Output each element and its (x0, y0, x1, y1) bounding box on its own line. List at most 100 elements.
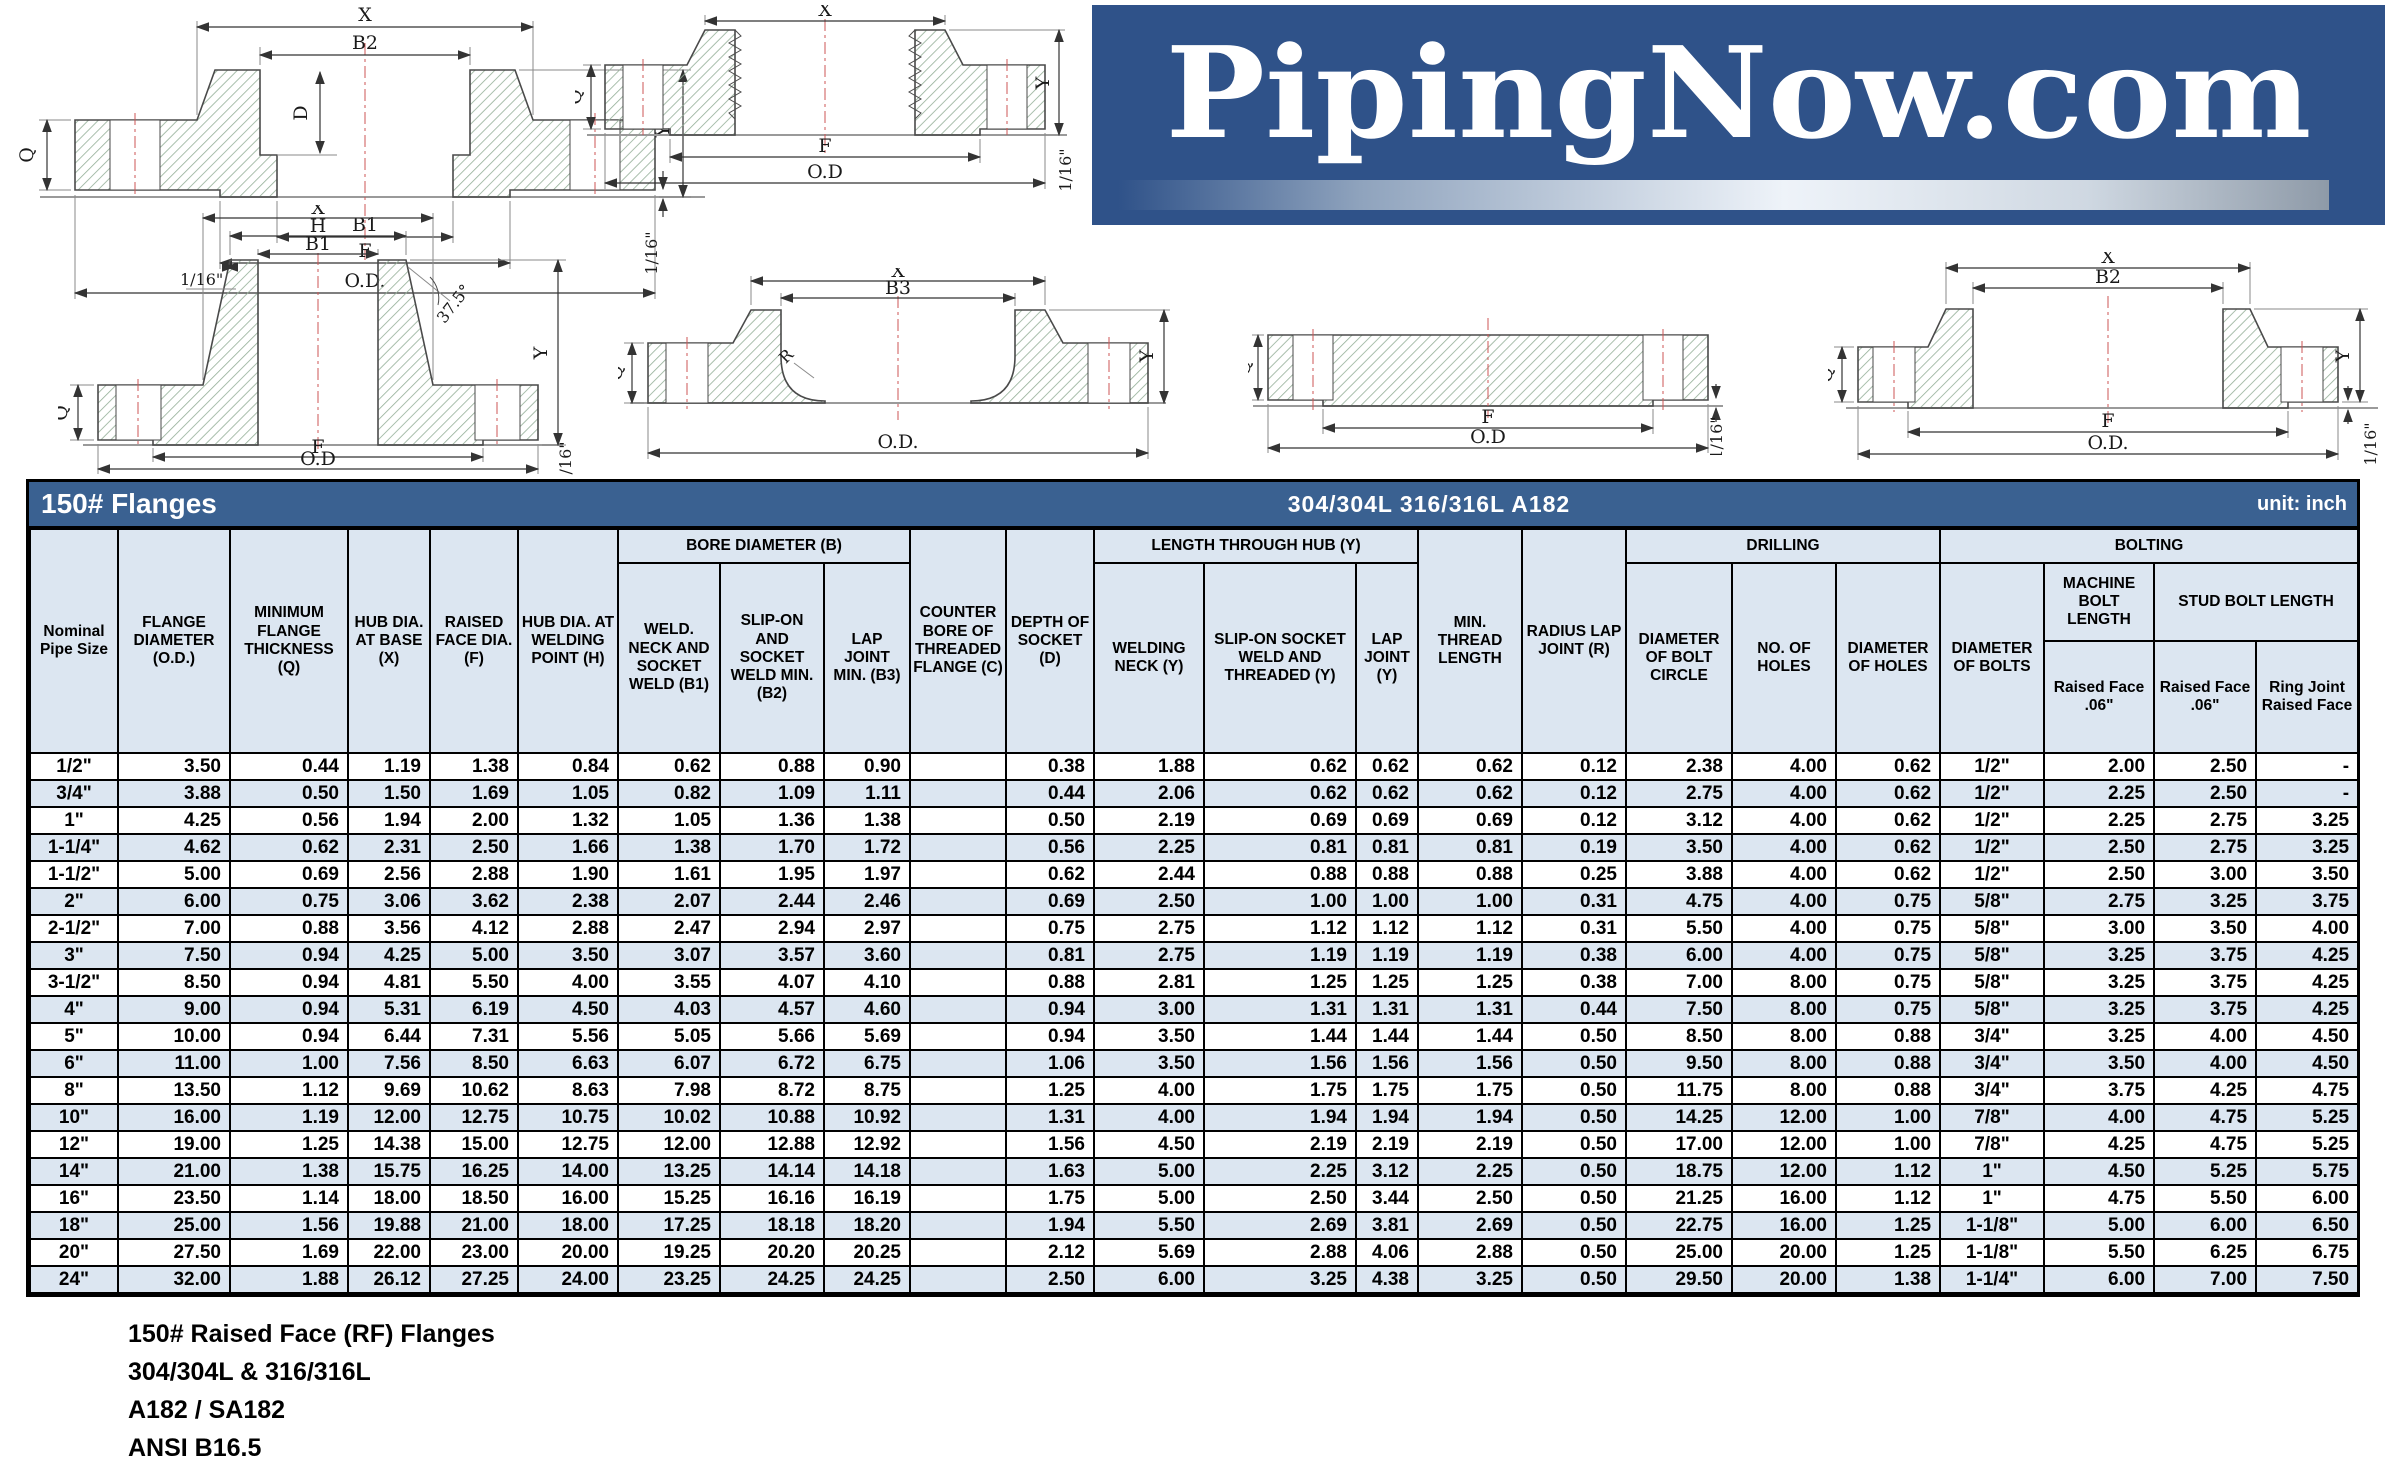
header-group-drilling: DRILLING (1624, 528, 1942, 564)
value-cell: 2.25 (1093, 833, 1205, 862)
value-cell: 2.25 (1203, 1157, 1357, 1186)
value-cell: 2.00 (2043, 752, 2156, 781)
value-cell: 20.25 (823, 1238, 911, 1267)
header-bore-b2: SLIP-ON AND SOCKET WELD MIN. (B2) (719, 562, 825, 754)
value-cell: 2.50 (2153, 779, 2258, 808)
value-cell: 20.00 (517, 1238, 619, 1267)
value-cell: 1.97 (823, 860, 911, 889)
value-cell: 0.62 (1834, 806, 1942, 835)
value-cell: - (2255, 752, 2360, 781)
value-cell: 1.69 (229, 1238, 349, 1267)
value-cell: 1-1/8" (1939, 1211, 2046, 1240)
value-cell: 27.25 (429, 1265, 519, 1294)
value-cell: 3.00 (2043, 914, 2156, 943)
value-cell (909, 1184, 1007, 1213)
value-cell: 0.81 (1005, 941, 1095, 970)
value-cell: 8.00 (1731, 995, 1837, 1024)
value-cell: 17.00 (1625, 1130, 1733, 1159)
value-cell: 4.00 (1093, 1076, 1205, 1105)
value-cell: 0.62 (1355, 752, 1419, 781)
value-cell: 12.75 (517, 1130, 619, 1159)
value-cell: 2.50 (1417, 1184, 1523, 1213)
value-cell: 4.10 (823, 968, 911, 997)
value-cell: 4.00 (1731, 941, 1837, 970)
value-cell: 0.31 (1521, 914, 1627, 943)
value-cell: 6.44 (347, 1022, 431, 1051)
value-cell: 1.25 (1417, 968, 1523, 997)
value-cell: 27.50 (117, 1238, 231, 1267)
value-cell: 16.16 (719, 1184, 825, 1213)
row-size-cell: 2" (29, 887, 119, 916)
value-cell (909, 1049, 1007, 1078)
threaded-flange-diagram: X Q F O.D Y 1/16" (575, 5, 1075, 192)
value-cell: 0.88 (1834, 1076, 1942, 1105)
value-cell: 1/2" (1939, 860, 2046, 889)
value-cell: 1.63 (1005, 1157, 1095, 1186)
value-cell: 10.02 (617, 1103, 721, 1132)
value-cell: 29.50 (1625, 1265, 1733, 1294)
value-cell: 6.07 (617, 1049, 721, 1078)
value-cell: 18.75 (1625, 1157, 1733, 1186)
value-cell: 6.75 (823, 1049, 911, 1078)
value-cell: 0.62 (1355, 779, 1419, 808)
value-cell: 21.00 (429, 1211, 519, 1240)
value-cell: 4.00 (1093, 1103, 1205, 1132)
row-size-cell: 16" (29, 1184, 119, 1213)
value-cell: 4.00 (1731, 779, 1837, 808)
value-cell: 1.25 (1834, 1211, 1942, 1240)
value-cell: 4.25 (2255, 941, 2360, 970)
value-cell: 1.19 (1203, 941, 1357, 970)
value-cell: 1.69 (429, 779, 519, 808)
value-cell: 23.25 (617, 1265, 721, 1294)
value-cell: 2.75 (1093, 914, 1205, 943)
value-cell: 13.50 (117, 1076, 231, 1105)
value-cell: 8.00 (1731, 1076, 1837, 1105)
value-cell: 3.88 (1625, 860, 1733, 889)
value-cell: 1.44 (1203, 1022, 1357, 1051)
dim-label-x: X (311, 205, 325, 219)
dim-label-y: Y (530, 346, 552, 360)
value-cell: 3.44 (1355, 1184, 1419, 1213)
value-cell: 0.12 (1521, 806, 1627, 835)
dim-label-f: F (1481, 406, 1494, 428)
value-cell: 3.75 (2153, 995, 2258, 1024)
value-cell: 5.00 (429, 941, 519, 970)
value-cell: 3.12 (1625, 806, 1733, 835)
value-cell: 2.44 (719, 887, 825, 916)
value-cell: 5.50 (1093, 1211, 1205, 1240)
dim-label-gap: 1/16" (1707, 416, 1726, 455)
value-cell: 4.12 (429, 914, 519, 943)
value-cell: 5/8" (1939, 887, 2046, 916)
value-cell: 4.60 (823, 995, 911, 1024)
value-cell: 24.00 (517, 1265, 619, 1294)
value-cell: 0.75 (1834, 968, 1942, 997)
pipingnow-logo: PipingNow.com (1092, 5, 2385, 225)
table-row: 20" 27.50 1.69 22.00 23.00 20.00 19.25 20.20 20.… (29, 1238, 2360, 1267)
value-cell: 6.19 (429, 995, 519, 1024)
value-cell: 6.72 (719, 1049, 825, 1078)
value-cell: 1.12 (229, 1076, 349, 1105)
value-cell: 7.56 (347, 1049, 431, 1078)
footer-line: 304/304L & 316/316L (128, 1358, 371, 1386)
value-cell: 5/8" (1939, 941, 2046, 970)
value-cell: 18.20 (823, 1211, 911, 1240)
value-cell: 3.25 (2043, 995, 2156, 1024)
value-cell: 1.70 (719, 833, 825, 862)
value-cell: 5.00 (2043, 1211, 2156, 1240)
value-cell: 22.75 (1625, 1211, 1733, 1240)
value-cell: 3.00 (1093, 995, 1205, 1024)
value-cell: 4.25 (2153, 1076, 2258, 1105)
value-cell (909, 1022, 1007, 1051)
value-cell: 12.00 (347, 1103, 431, 1132)
value-cell: 7.50 (2255, 1265, 2360, 1294)
value-cell: 1.19 (1417, 941, 1523, 970)
table-body: 1/2" 3.50 0.44 1.19 1.38 0.84 0.62 0.88 0.90 0.38… (29, 752, 2360, 1294)
value-cell: 2.75 (2043, 887, 2156, 916)
value-cell: 0.75 (1834, 995, 1942, 1024)
value-cell: 5.56 (517, 1022, 619, 1051)
value-cell: 1.75 (1355, 1076, 1419, 1105)
value-cell: 2.19 (1417, 1130, 1523, 1159)
value-cell: 0.50 (1521, 1265, 1627, 1294)
value-cell: 1.00 (1834, 1103, 1942, 1132)
value-cell: 1.05 (517, 779, 619, 808)
